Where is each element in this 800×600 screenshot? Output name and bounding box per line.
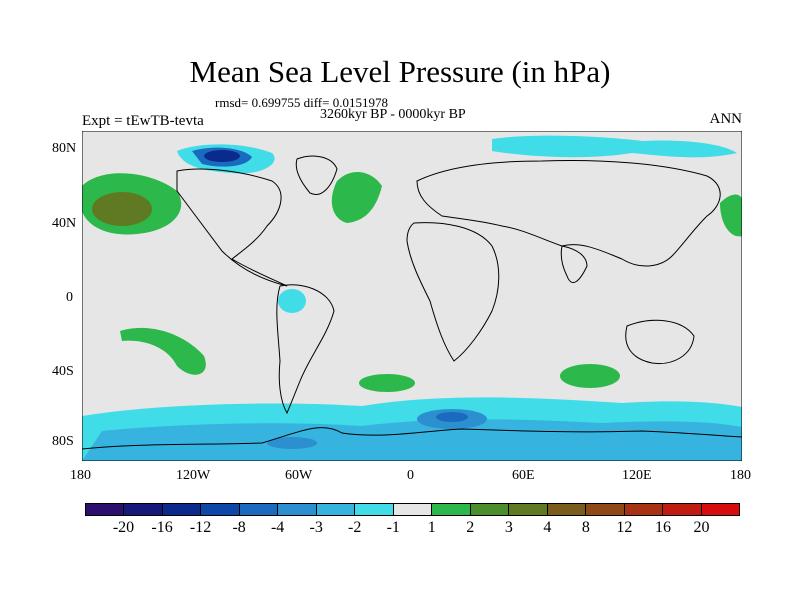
chart-title: Mean Sea Level Pressure (in hPa) bbox=[189, 54, 611, 89]
lon-label-60e: 60E bbox=[512, 468, 535, 483]
colorbar-label: 8 bbox=[581, 519, 590, 536]
lat-label-40s: 40S bbox=[52, 364, 74, 379]
colorbar-swatch-4 bbox=[239, 504, 279, 515]
positive-anomaly-south-atlantic bbox=[359, 374, 415, 392]
colorbar-label: -12 bbox=[189, 519, 212, 536]
stats-text: rmsd= 0.699755 diff= 0.0151978 bbox=[215, 95, 388, 110]
colorbar-swatch-6 bbox=[316, 504, 356, 515]
colorbar-label: -4 bbox=[270, 519, 285, 536]
colorbar-label: 1 bbox=[427, 519, 436, 536]
season-label: ANN bbox=[709, 111, 743, 127]
colorbar-label: -1 bbox=[386, 519, 400, 536]
coast-india bbox=[560, 245, 588, 283]
colorbar-label: -16 bbox=[151, 519, 173, 536]
positive-anomaly-indian-ocean bbox=[560, 364, 620, 388]
colorbar-swatch-13 bbox=[586, 504, 625, 515]
negative-anomaly-southern-ocean-inner bbox=[82, 419, 742, 461]
coast-south-america bbox=[276, 284, 335, 415]
lat-label-80n: 80N bbox=[52, 141, 77, 156]
lon-label-180w: 180 bbox=[70, 468, 91, 483]
positive-anomaly-north-atlantic bbox=[331, 171, 382, 223]
colorbar-swatch-1 bbox=[124, 504, 163, 515]
negative-anomaly-arctic-east bbox=[492, 135, 737, 158]
negative-anomaly-ross bbox=[267, 437, 317, 449]
coastlines bbox=[82, 155, 742, 450]
lat-label-0: 0 bbox=[66, 290, 73, 305]
coast-australia bbox=[625, 319, 695, 365]
colorbar-label: -2 bbox=[348, 519, 362, 536]
colorbar-label: 20 bbox=[693, 519, 710, 536]
pressure-anomaly-map bbox=[82, 131, 742, 461]
lon-label-180e: 180 bbox=[730, 468, 751, 483]
colorbar-swatch-9 bbox=[432, 504, 471, 515]
positive-anomaly-north-pacific-core bbox=[92, 192, 152, 226]
colorbar-swatch-3 bbox=[201, 504, 240, 515]
lon-label-60w: 60W bbox=[285, 468, 313, 483]
negative-anomaly-arctic-center bbox=[204, 150, 240, 162]
colorbar-label: -3 bbox=[309, 519, 323, 536]
coast-greenland bbox=[295, 155, 338, 195]
colorbar-swatch-15 bbox=[663, 504, 702, 515]
coast-europe-asia bbox=[416, 160, 721, 267]
colorbar-swatch-7 bbox=[355, 504, 394, 515]
colorbar bbox=[85, 503, 740, 516]
colorbar-swatch-8 bbox=[393, 504, 433, 515]
lon-label-120e: 120E bbox=[622, 468, 652, 483]
colorbar-label: 16 bbox=[654, 519, 671, 536]
lon-label-120w: 120W bbox=[176, 468, 211, 483]
colorbar-swatch-11 bbox=[509, 504, 548, 515]
colorbar-label: 12 bbox=[616, 519, 633, 536]
colorbar-swatch-0 bbox=[86, 504, 125, 515]
period-text: 3260kyr BP - 0000kyr BP bbox=[320, 107, 466, 122]
colorbar-label: -8 bbox=[232, 519, 246, 536]
colorbar-swatch-5 bbox=[278, 504, 317, 515]
colorbar-swatch-16 bbox=[701, 504, 739, 515]
positive-anomaly-north-pacific-east bbox=[720, 194, 742, 237]
coast-antarctica bbox=[82, 427, 742, 450]
coast-africa bbox=[406, 222, 500, 362]
colorbar-label: 3 bbox=[504, 519, 513, 536]
negative-anomaly-south-america bbox=[278, 289, 306, 313]
positive-anomaly-south-pacific bbox=[120, 327, 206, 375]
experiment-label: Expt = tEwTB-tevta bbox=[82, 113, 204, 129]
colorbar-label: -20 bbox=[112, 519, 135, 536]
lon-label-0: 0 bbox=[407, 468, 414, 483]
colorbar-swatch-10 bbox=[470, 504, 510, 515]
lat-label-80s: 80S bbox=[52, 434, 74, 449]
colorbar-label: 4 bbox=[543, 519, 552, 536]
coast-north-america bbox=[176, 168, 288, 287]
colorbar-label: 2 bbox=[466, 519, 475, 536]
colorbar-swatch-12 bbox=[547, 504, 587, 515]
colorbar-swatch-2 bbox=[162, 504, 202, 515]
colorbar-swatch-14 bbox=[624, 504, 664, 515]
negative-anomaly-weddell-core bbox=[436, 412, 468, 422]
lat-label-40n: 40N bbox=[52, 216, 77, 231]
